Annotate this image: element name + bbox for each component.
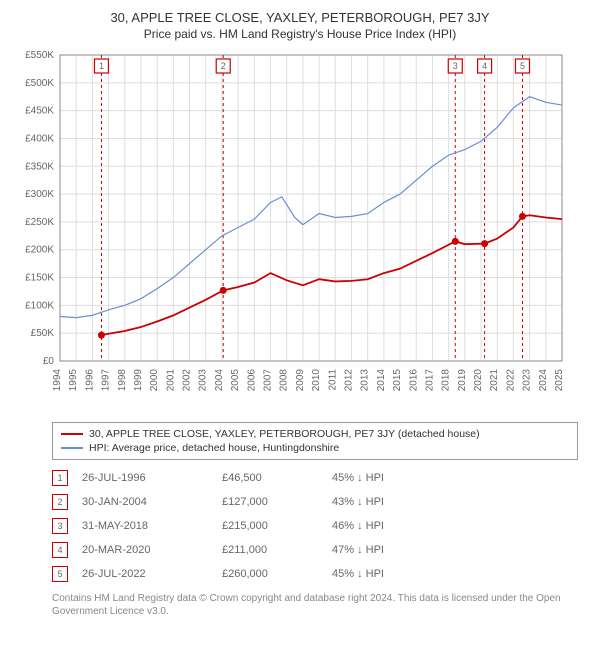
chart-svg: £0 £50K £100K £150K £200K £250K £300K £350K £400… xyxy=(12,49,572,409)
event-date: 20-MAR-2020 xyxy=(82,544,222,556)
legend: 30, APPLE TREE CLOSE, YAXLEY, PETERBOROU… xyxy=(52,422,578,460)
svg-text:2: 2 xyxy=(221,61,226,71)
svg-text:1995: 1995 xyxy=(68,369,79,392)
svg-text:2022: 2022 xyxy=(505,369,516,392)
svg-text:2021: 2021 xyxy=(489,369,500,392)
svg-text:2003: 2003 xyxy=(198,369,209,392)
svg-text:£300K: £300K xyxy=(25,189,54,200)
svg-text:2019: 2019 xyxy=(457,369,468,392)
event-row: 4 20-MAR-2020£211,00047% ↓ HPI xyxy=(52,538,578,562)
chart-subtitle: Price paid vs. HM Land Registry's House … xyxy=(12,27,588,41)
event-date: 30-JAN-2004 xyxy=(82,496,222,508)
svg-text:£50K: £50K xyxy=(31,328,55,339)
legend-label-price: 30, APPLE TREE CLOSE, YAXLEY, PETERBOROU… xyxy=(89,428,480,440)
event-delta: 43% ↓ HPI xyxy=(332,496,442,508)
event-date: 26-JUL-1996 xyxy=(82,472,222,484)
svg-text:2005: 2005 xyxy=(230,369,241,392)
svg-text:2017: 2017 xyxy=(424,369,435,392)
svg-text:2009: 2009 xyxy=(295,369,306,392)
svg-text:1996: 1996 xyxy=(84,369,95,392)
event-row: 1 26-JUL-1996£46,50045% ↓ HPI xyxy=(52,466,578,490)
events-table: 126-JUL-1996£46,50045% ↓ HPI230-JAN-2004… xyxy=(52,466,578,586)
svg-text:2015: 2015 xyxy=(392,369,403,392)
svg-text:1999: 1999 xyxy=(133,369,144,392)
event-delta: 46% ↓ HPI xyxy=(332,520,442,532)
svg-text:£0: £0 xyxy=(43,356,55,367)
svg-text:2013: 2013 xyxy=(360,369,371,392)
event-delta: 45% ↓ HPI xyxy=(332,568,442,580)
svg-text:£150K: £150K xyxy=(25,273,54,284)
svg-text:2012: 2012 xyxy=(343,369,354,392)
svg-text:2006: 2006 xyxy=(246,369,257,392)
svg-text:2001: 2001 xyxy=(165,369,176,392)
event-delta: 45% ↓ HPI xyxy=(332,472,442,484)
svg-text:2002: 2002 xyxy=(182,369,193,392)
svg-text:2010: 2010 xyxy=(311,369,322,392)
event-marker: 3 xyxy=(52,518,68,534)
chart-container: 30, APPLE TREE CLOSE, YAXLEY, PETERBOROU… xyxy=(0,0,600,626)
event-price: £215,000 xyxy=(222,520,332,532)
legend-row-hpi: HPI: Average price, detached house, Hunt… xyxy=(61,441,569,455)
event-date: 31-MAY-2018 xyxy=(82,520,222,532)
svg-text:5: 5 xyxy=(520,61,525,71)
legend-swatch-hpi xyxy=(61,447,83,449)
event-marker: 4 xyxy=(52,542,68,558)
chart-title: 30, APPLE TREE CLOSE, YAXLEY, PETERBOROU… xyxy=(12,10,588,25)
event-delta: 47% ↓ HPI xyxy=(332,544,442,556)
svg-text:£200K: £200K xyxy=(25,245,54,256)
svg-text:1997: 1997 xyxy=(101,369,112,392)
footnote: Contains HM Land Registry data © Crown c… xyxy=(52,592,578,618)
svg-text:£550K: £550K xyxy=(25,50,54,61)
chart: £0 £50K £100K £150K £200K £250K £300K £350K £400… xyxy=(12,49,588,414)
event-price: £260,000 xyxy=(222,568,332,580)
event-price: £127,000 xyxy=(222,496,332,508)
svg-text:4: 4 xyxy=(482,61,487,71)
legend-label-hpi: HPI: Average price, detached house, Hunt… xyxy=(89,442,339,454)
event-marker: 1 xyxy=(52,470,68,486)
event-marker: 2 xyxy=(52,494,68,510)
event-price: £46,500 xyxy=(222,472,332,484)
svg-text:2007: 2007 xyxy=(263,369,274,392)
svg-text:2024: 2024 xyxy=(538,369,549,392)
svg-text:2018: 2018 xyxy=(441,369,452,392)
svg-text:£450K: £450K xyxy=(25,106,54,117)
legend-row-price: 30, APPLE TREE CLOSE, YAXLEY, PETERBOROU… xyxy=(61,427,569,441)
svg-text:£100K: £100K xyxy=(25,300,54,311)
svg-text:£500K: £500K xyxy=(25,78,54,89)
svg-text:2014: 2014 xyxy=(376,369,387,392)
event-date: 26-JUL-2022 xyxy=(82,568,222,580)
svg-text:1: 1 xyxy=(99,61,104,71)
svg-text:2000: 2000 xyxy=(149,369,160,392)
svg-text:£350K: £350K xyxy=(25,161,54,172)
svg-text:2025: 2025 xyxy=(554,369,565,392)
svg-text:1994: 1994 xyxy=(52,369,63,392)
event-row: 2 30-JAN-2004£127,00043% ↓ HPI xyxy=(52,490,578,514)
event-row: 5 26-JUL-2022£260,00045% ↓ HPI xyxy=(52,562,578,586)
event-row: 3 31-MAY-2018£215,00046% ↓ HPI xyxy=(52,514,578,538)
event-marker: 5 xyxy=(52,566,68,582)
svg-text:2023: 2023 xyxy=(522,369,533,392)
svg-text:2011: 2011 xyxy=(327,369,338,391)
svg-text:£400K: £400K xyxy=(25,133,54,144)
svg-text:2004: 2004 xyxy=(214,369,225,392)
svg-text:3: 3 xyxy=(453,61,458,71)
svg-text:2020: 2020 xyxy=(473,369,484,392)
legend-swatch-price xyxy=(61,433,83,435)
svg-text:1998: 1998 xyxy=(117,369,128,392)
event-price: £211,000 xyxy=(222,544,332,556)
svg-text:2008: 2008 xyxy=(279,369,290,392)
svg-text:2016: 2016 xyxy=(408,369,419,392)
svg-text:£250K: £250K xyxy=(25,217,54,228)
